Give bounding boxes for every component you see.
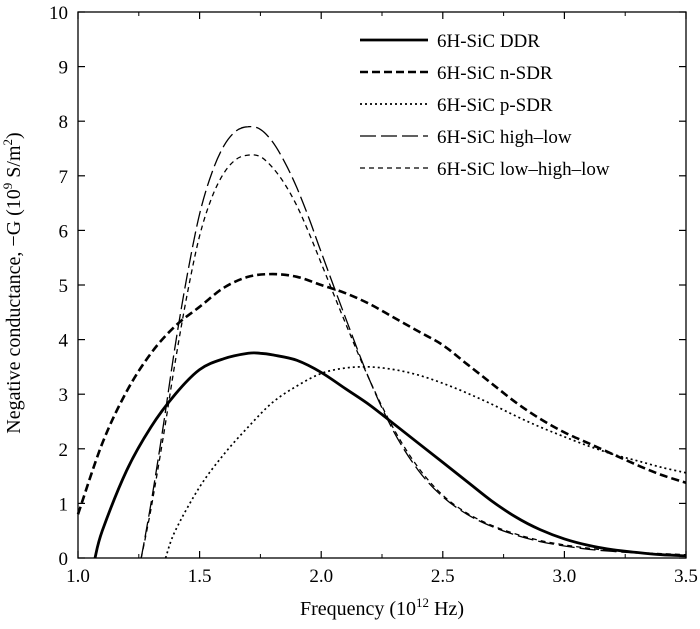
y-axis-label: Negative conductance, −G (109 S/m2) [0,132,25,433]
y-tick-label: 0 [59,549,69,570]
x-tick-label: 3.5 [674,566,698,587]
series-line-1 [93,351,687,559]
y-tick-label: 4 [59,331,69,352]
x-axis-label: Frequency (1012 Hz) [300,595,464,620]
legend-label-3: 6H-SiC p-SDR [437,95,553,116]
legend-label-2: 6H-SiC n-SDR [437,63,553,84]
x-tick-label: 2.5 [431,566,455,587]
y-tick-label: 9 [59,58,69,79]
y-tick-label: 5 [59,276,69,297]
y-tick-label: 7 [59,167,69,188]
legend-label-5: 6H-SiC low–high–low [437,159,610,180]
y-tick-label: 1 [59,494,69,515]
plot-frame [77,11,687,559]
y-tick-label: 6 [59,221,69,242]
x-tick-label: 2.0 [309,566,333,587]
series-line-5 [140,154,687,559]
y-tick-label: 3 [59,385,69,406]
y-tick-label: 2 [59,440,69,461]
y-tick-label: 8 [59,112,69,133]
legend-label-1: 6H-SiC DDR [437,31,540,52]
legend-label-4: 6H-SiC high–low [437,127,572,148]
y-tick-label: 10 [49,3,68,24]
x-tick-label: 3.0 [553,566,577,587]
series-line-2 [76,272,687,515]
x-tick-label: 1.5 [188,566,212,587]
series-line-4 [140,125,687,559]
series-line-3 [164,365,687,559]
x-tick-label: 1.0 [66,566,90,587]
